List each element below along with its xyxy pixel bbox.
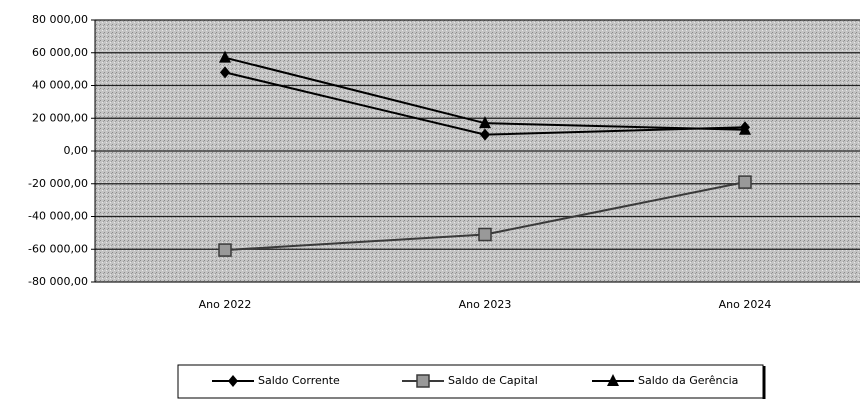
legend-label: Saldo Corrente	[258, 374, 340, 387]
x-tick-label: Ano 2022	[199, 298, 252, 311]
y-tick-label: 80 000,00	[32, 13, 88, 26]
x-tick-label: Ano 2023	[459, 298, 512, 311]
y-tick-label: -60 000,00	[28, 242, 88, 255]
y-tick-label: -20 000,00	[28, 177, 88, 190]
x-tick-label: Ano 2024	[719, 298, 772, 311]
legend-label: Saldo de Capital	[448, 374, 538, 387]
y-tick-label: 60 000,00	[32, 46, 88, 59]
marker-square	[738, 175, 752, 189]
marker-triangle	[739, 122, 751, 135]
marker-square	[416, 374, 430, 388]
marker-diamond	[480, 128, 490, 141]
y-tick-label: 20 000,00	[32, 111, 88, 124]
marker-triangle	[607, 374, 619, 386]
marker-square	[478, 227, 492, 242]
marker-diamond	[228, 375, 238, 387]
y-tick-label: -80 000,00	[28, 275, 88, 288]
marker-square	[218, 243, 232, 257]
legend-box	[177, 364, 764, 399]
y-tick-label: 40 000,00	[32, 79, 88, 92]
legend-label: Saldo da Gerência	[638, 374, 738, 387]
marker-triangle	[479, 116, 491, 129]
y-tick-label: 0,00	[64, 144, 89, 157]
marker-triangle	[219, 50, 231, 63]
y-tick-label: -40 000,00	[28, 210, 88, 223]
marker-diamond	[220, 66, 230, 79]
